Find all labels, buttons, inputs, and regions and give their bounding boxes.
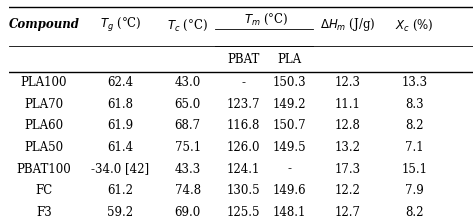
Text: -: -: [241, 76, 245, 89]
Text: 59.2: 59.2: [108, 206, 134, 218]
Text: PBAT100: PBAT100: [17, 163, 72, 175]
Text: 61.8: 61.8: [108, 98, 134, 111]
Text: 124.1: 124.1: [227, 163, 260, 175]
Text: 12.7: 12.7: [335, 206, 361, 218]
Text: 13.3: 13.3: [401, 76, 428, 89]
Text: -: -: [288, 163, 292, 175]
Text: 74.8: 74.8: [174, 184, 201, 197]
Text: 12.3: 12.3: [335, 76, 361, 89]
Text: Compound: Compound: [9, 19, 80, 31]
Text: 150.7: 150.7: [273, 119, 306, 132]
Text: 123.7: 123.7: [227, 98, 260, 111]
Text: 13.2: 13.2: [335, 141, 361, 154]
Text: FC: FC: [36, 184, 53, 197]
Text: 116.8: 116.8: [227, 119, 260, 132]
Text: $T_m$ (°C): $T_m$ (°C): [244, 11, 289, 27]
Text: 61.9: 61.9: [108, 119, 134, 132]
Text: 130.5: 130.5: [227, 184, 260, 197]
Text: 149.5: 149.5: [273, 141, 306, 154]
Text: F3: F3: [36, 206, 52, 218]
Text: 7.1: 7.1: [405, 141, 424, 154]
Text: 17.3: 17.3: [335, 163, 361, 175]
Text: PLA100: PLA100: [21, 76, 67, 89]
Text: $\Delta H_m$ (J/g): $\Delta H_m$ (J/g): [320, 16, 375, 33]
Text: 148.1: 148.1: [273, 206, 306, 218]
Text: PLA50: PLA50: [25, 141, 64, 154]
Text: 8.2: 8.2: [405, 206, 424, 218]
Text: $X_c$ (%): $X_c$ (%): [395, 17, 434, 32]
Text: 43.0: 43.0: [174, 76, 201, 89]
Text: 68.7: 68.7: [174, 119, 201, 132]
Text: 125.5: 125.5: [227, 206, 260, 218]
Text: 61.2: 61.2: [108, 184, 134, 197]
Text: 75.1: 75.1: [174, 141, 201, 154]
Text: 8.3: 8.3: [405, 98, 424, 111]
Text: 149.6: 149.6: [273, 184, 306, 197]
Text: 15.1: 15.1: [401, 163, 428, 175]
Text: -34.0 [42]: -34.0 [42]: [91, 163, 150, 175]
Text: 43.3: 43.3: [174, 163, 201, 175]
Text: 126.0: 126.0: [227, 141, 260, 154]
Text: 61.4: 61.4: [108, 141, 134, 154]
Text: PLA60: PLA60: [25, 119, 64, 132]
Text: PLA70: PLA70: [25, 98, 64, 111]
Text: 8.2: 8.2: [405, 119, 424, 132]
Text: 150.3: 150.3: [273, 76, 306, 89]
Text: 149.2: 149.2: [273, 98, 306, 111]
Text: 7.9: 7.9: [405, 184, 424, 197]
Text: 62.4: 62.4: [108, 76, 134, 89]
Text: 69.0: 69.0: [174, 206, 201, 218]
Text: 65.0: 65.0: [174, 98, 201, 111]
Text: PLA: PLA: [278, 53, 301, 66]
Text: 11.1: 11.1: [335, 98, 360, 111]
Text: 12.8: 12.8: [335, 119, 360, 132]
Text: 12.2: 12.2: [335, 184, 360, 197]
Text: PBAT: PBAT: [227, 53, 259, 66]
Text: $T_g$ (°C): $T_g$ (°C): [100, 16, 141, 34]
Text: $T_c$ (°C): $T_c$ (°C): [167, 17, 208, 32]
